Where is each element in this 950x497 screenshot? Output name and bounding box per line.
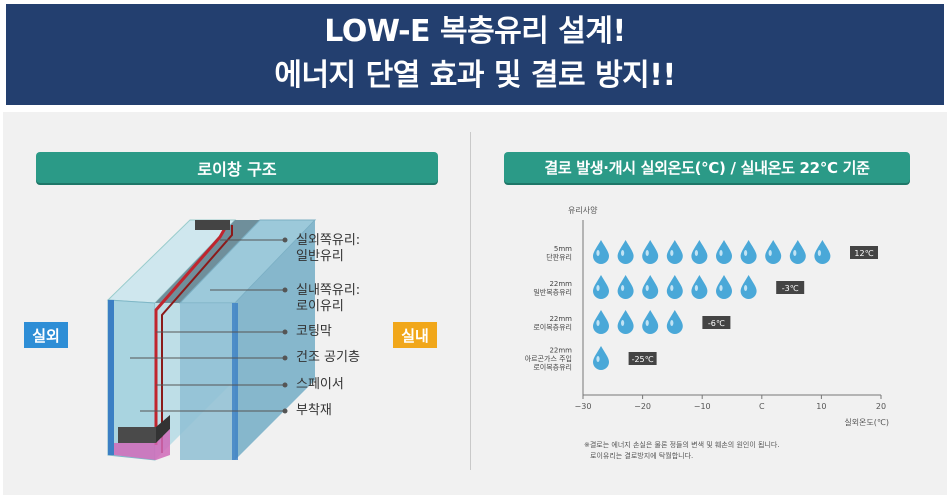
drop-highlight	[744, 285, 748, 291]
y-axis-title: 유리사양	[568, 206, 598, 215]
header-banner: LOW-E 복층유리 설계! 에너지 단열 효과 및 결로 방지!!	[6, 4, 944, 105]
row-category-label: 아르곤가스 주입	[525, 354, 572, 363]
row-category-label: 22mm	[549, 347, 572, 355]
double-glazing-diagram	[106, 219, 317, 461]
inner-glass-face	[235, 220, 315, 460]
row-category-label: 로이복층유리	[533, 363, 572, 372]
header-title-line1: LOW-E 복층유리 설계!	[324, 14, 626, 49]
drop-highlight	[670, 320, 674, 326]
drop-highlight	[694, 250, 698, 256]
x-tick-label: −10	[694, 402, 711, 411]
label-inner-glass-line1: 실내쪽유리:	[296, 283, 361, 298]
water-drop-icon	[666, 275, 683, 299]
drop-highlight	[719, 250, 723, 256]
value-tag	[850, 246, 878, 259]
water-drop-icon	[765, 240, 782, 264]
water-drop-icon	[666, 240, 683, 264]
water-drop-icon	[740, 275, 757, 299]
label-adhesive: 부착재	[296, 403, 332, 418]
label-outer-glass: 실외쪽유리: 일반유리	[296, 233, 360, 265]
row-category-label: 5mm	[554, 245, 572, 253]
row-category-label: 일반복층유리	[533, 287, 572, 296]
adhesive-strip	[114, 429, 170, 460]
drop-highlight	[670, 285, 674, 291]
row-category-label: 로이복층유리	[533, 322, 572, 331]
water-drop-icon	[617, 240, 634, 264]
water-drop-icon	[691, 240, 708, 264]
x-axis-title: 실외온도(℃)	[844, 417, 889, 427]
x-tick-label: −20	[634, 402, 651, 411]
footnote-line2: 로이유리는 결로방지에 탁월합니다.	[590, 452, 694, 460]
water-drop-icon	[716, 275, 732, 299]
water-drop-icon	[716, 240, 732, 264]
water-drop-icon	[666, 310, 683, 334]
drop-highlight	[793, 250, 797, 256]
structure-title: 로이창 구조	[36, 152, 438, 183]
label-inner-glass: 실내쪽유리: 로이유리	[296, 283, 360, 315]
footnote-line1: ※결로는 에너지 손실은 물론 정들의 변색 및 훼손의 원인이 됩니다.	[584, 441, 780, 449]
x-tick-label: 10	[816, 402, 826, 411]
drop-highlight	[817, 250, 821, 256]
row-category-label: 22mm	[549, 280, 572, 288]
drop-highlight	[596, 250, 600, 256]
drop-highlight	[694, 285, 698, 291]
value-tag	[702, 316, 731, 329]
drop-highlight	[670, 250, 674, 256]
panel-divider	[470, 132, 471, 470]
value-tag	[776, 281, 805, 294]
water-drop-icon	[740, 240, 757, 264]
water-drop-icon	[617, 275, 634, 299]
row-category-label: 22mm	[549, 315, 572, 323]
water-drop-icon	[617, 310, 634, 334]
drop-highlight	[744, 250, 748, 256]
water-drop-icon	[642, 275, 659, 299]
water-drop-icon	[642, 310, 659, 334]
value-tag	[628, 352, 657, 365]
water-drop-icon	[789, 240, 806, 264]
drop-highlight	[596, 320, 600, 326]
label-spacer: 스페이서	[296, 377, 344, 392]
drop-highlight	[645, 250, 649, 256]
drop-highlight	[596, 356, 600, 362]
drop-highlight	[621, 285, 625, 291]
water-drop-icon	[691, 275, 708, 299]
label-outer-glass-line2: 일반유리	[296, 249, 344, 264]
water-drop-icon	[593, 346, 609, 370]
drop-highlight	[621, 320, 625, 326]
water-drop-icon	[593, 240, 609, 264]
label-coating: 코팅막	[296, 324, 332, 339]
header-title-line2: 에너지 단열 효과 및 결로 방지!!	[274, 58, 676, 93]
x-tick-label: 20	[876, 402, 886, 411]
outside-badge: 실외	[24, 322, 68, 348]
condensation-chart-title: 결로 발생·개시 실외온도(℃) / 실내온도 22℃ 기준	[504, 152, 910, 183]
drop-highlight	[596, 285, 600, 291]
spacer-block	[118, 427, 156, 443]
drop-highlight	[768, 250, 772, 256]
value-tag-label: -25℃	[632, 355, 654, 364]
x-tick-label: C	[759, 402, 765, 411]
water-drop-icon	[642, 240, 659, 264]
drop-highlight	[645, 285, 649, 291]
drop-highlight	[645, 320, 649, 326]
drop-highlight	[621, 250, 625, 256]
label-dry-air: 건조 공기층	[296, 350, 360, 365]
water-drop-icon	[593, 275, 609, 299]
x-tick-label: −30	[575, 402, 592, 411]
value-tag-label: 12℃	[854, 249, 873, 258]
value-tag-label: -6℃	[708, 319, 725, 328]
drop-highlight	[719, 285, 723, 291]
chart-footnote: ※결로는 에너지 손실은 물론 정들의 변색 및 훼손의 원인이 됩니다. 로이…	[584, 440, 780, 462]
label-inner-glass-line2: 로이유리	[296, 299, 344, 314]
label-outer-glass-line1: 실외쪽유리:	[296, 233, 361, 248]
value-tag-label: -3℃	[782, 284, 799, 293]
row-category-label: 단판유리	[546, 252, 572, 261]
water-drop-icon	[593, 310, 609, 334]
water-drop-icon	[814, 240, 831, 264]
inside-badge: 실내	[393, 322, 437, 348]
